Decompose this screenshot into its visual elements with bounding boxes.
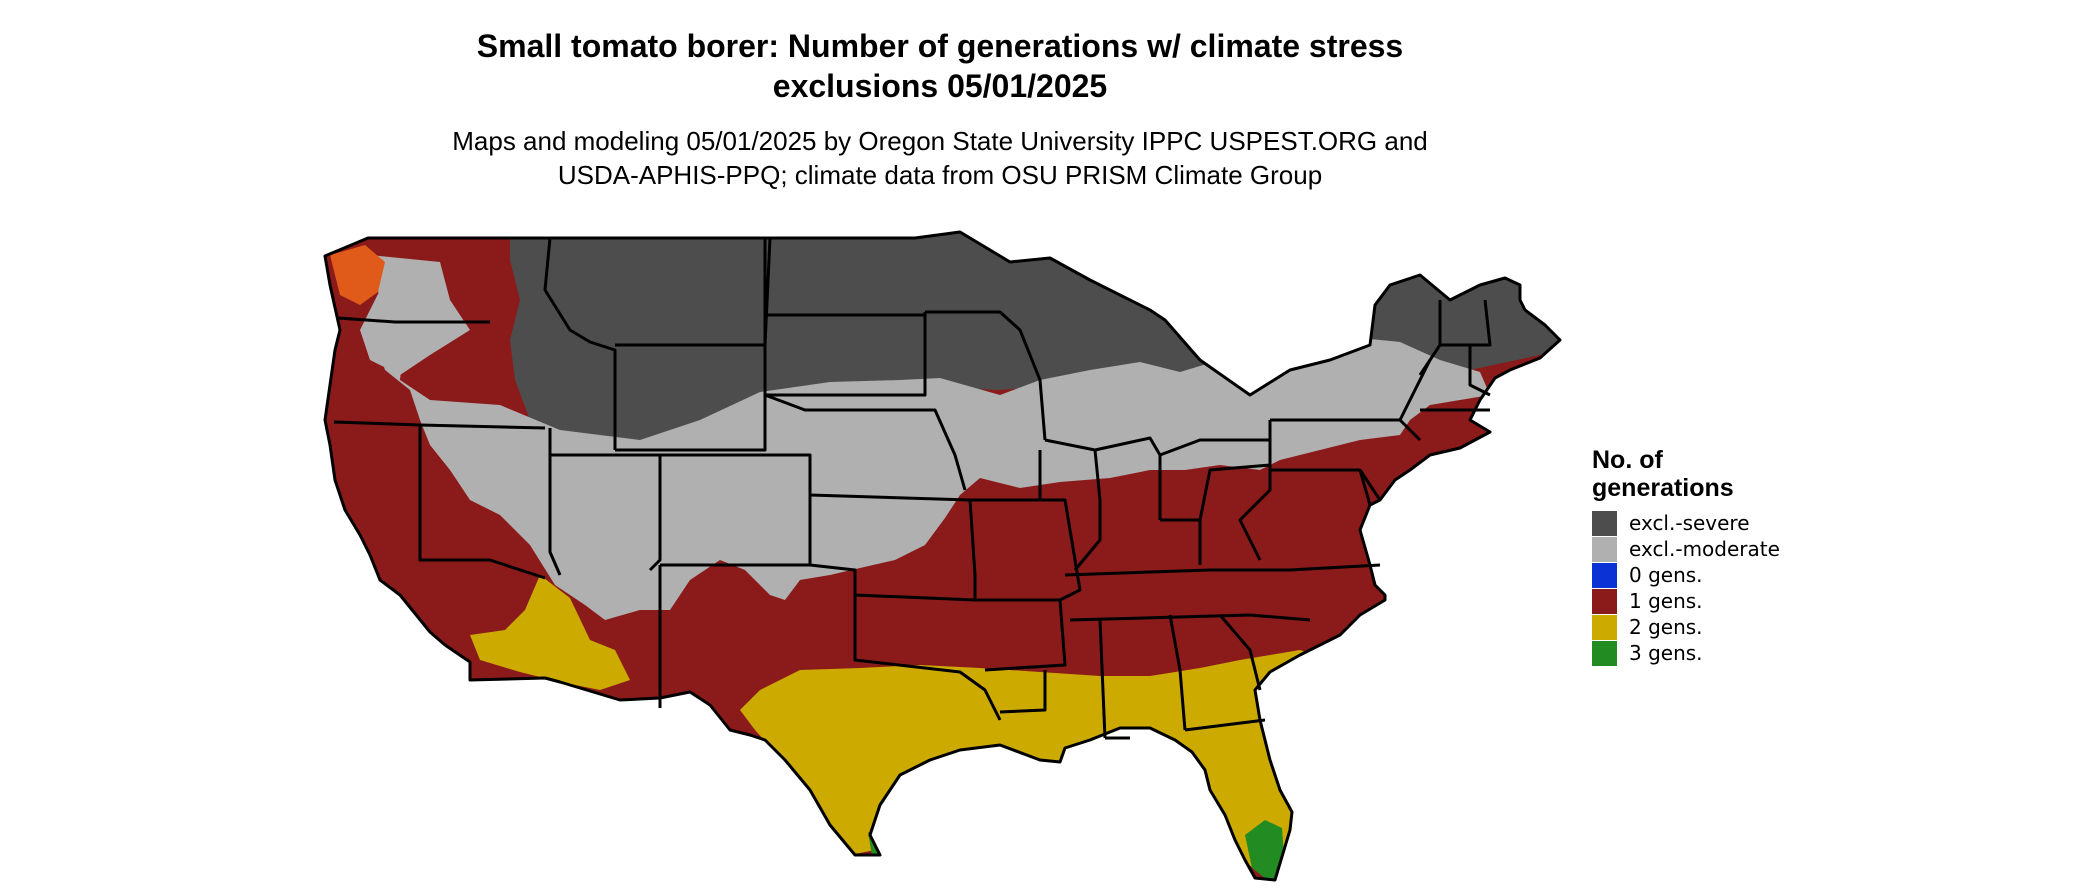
zone-2-gens: [740, 650, 1330, 880]
state-border: [418, 425, 546, 580]
zone-excl-moderate-west: [360, 290, 470, 375]
legend-swatch: [1592, 588, 1617, 614]
us-outline: [323, 230, 1562, 882]
map-title: Small tomato borer: Number of generation…: [0, 26, 1880, 106]
state-border: [975, 598, 1067, 672]
state-border: [337, 316, 490, 324]
map-subtitle-line-1: Maps and modeling 05/01/2025 by Oregon S…: [452, 126, 1428, 156]
zone-fills: [325, 232, 1560, 880]
state-border: [999, 670, 1047, 714]
legend-swatch: [1592, 640, 1617, 666]
legend-item: excl.-severe: [1592, 510, 1780, 536]
state-border: [550, 453, 662, 572]
state-border: [968, 499, 977, 600]
state-border: [764, 393, 967, 491]
state-border: [1073, 500, 1102, 571]
map-title-line-2: exclusions 05/01/2025: [772, 68, 1108, 104]
map-subtitle-line-2: USDA-APHIS-PPQ; climate data from OSU PR…: [557, 160, 1323, 190]
state-border: [1168, 614, 1187, 731]
zone-hot-northwest: [330, 245, 385, 305]
state-border: [1159, 438, 1270, 457]
state-border: [925, 310, 1047, 441]
state-border: [1184, 718, 1266, 732]
state-borders: [333, 237, 1492, 740]
map-title-line-1: Small tomato borer: Number of generation…: [476, 28, 1404, 64]
state-border: [1198, 463, 1271, 521]
legend-item: 3 gens.: [1592, 640, 1780, 666]
state-border: [1468, 345, 1491, 397]
legend-title-line-2: generations: [1592, 474, 1734, 502]
legend-title: No. of generations: [1592, 446, 1780, 502]
legend-label: 1 gens.: [1629, 589, 1703, 613]
legend-label: 3 gens.: [1629, 641, 1703, 665]
legend-swatch: [1592, 614, 1617, 640]
legend-swatch: [1592, 510, 1617, 536]
state-border: [1098, 619, 1107, 739]
state-border: [965, 498, 1082, 602]
legend-label: 2 gens.: [1629, 615, 1703, 639]
state-border: [1064, 563, 1381, 577]
legend-item: 2 gens.: [1592, 614, 1780, 640]
legend-item: 0 gens.: [1592, 562, 1780, 588]
state-border: [809, 563, 976, 602]
legend-label: 0 gens.: [1629, 563, 1703, 587]
zone-3-gens: [1245, 820, 1285, 880]
legend: No. of generations excl.-severe excl.-mod…: [1592, 446, 1780, 666]
state-border: [1038, 450, 1065, 502]
state-border: [1094, 436, 1162, 520]
state-border: [1470, 299, 1492, 347]
state-border: [543, 237, 617, 450]
legend-label: excl.-moderate: [1629, 537, 1780, 561]
legend-item: 1 gens.: [1592, 588, 1780, 614]
state-border: [1069, 613, 1311, 622]
state-border: [548, 428, 562, 576]
legend-item: excl.-moderate: [1592, 536, 1780, 562]
state-border: [1238, 420, 1272, 561]
state-border: [1218, 614, 1262, 691]
legend-title-line-1: No. of: [1592, 446, 1663, 474]
legend-swatch: [1592, 536, 1617, 562]
legend-items: excl.-severe excl.-moderate 0 gens. 1 gens.…: [1592, 510, 1780, 666]
legend-label: excl.-severe: [1629, 511, 1750, 535]
map-subtitle: Maps and modeling 05/01/2025 by Oregon S…: [0, 124, 1880, 192]
state-border: [853, 595, 1002, 721]
state-border: [1358, 469, 1382, 501]
legend-swatch: [1592, 562, 1617, 588]
zone-2-gens-southwest: [470, 575, 630, 690]
zone-excl-moderate: [370, 255, 1490, 620]
